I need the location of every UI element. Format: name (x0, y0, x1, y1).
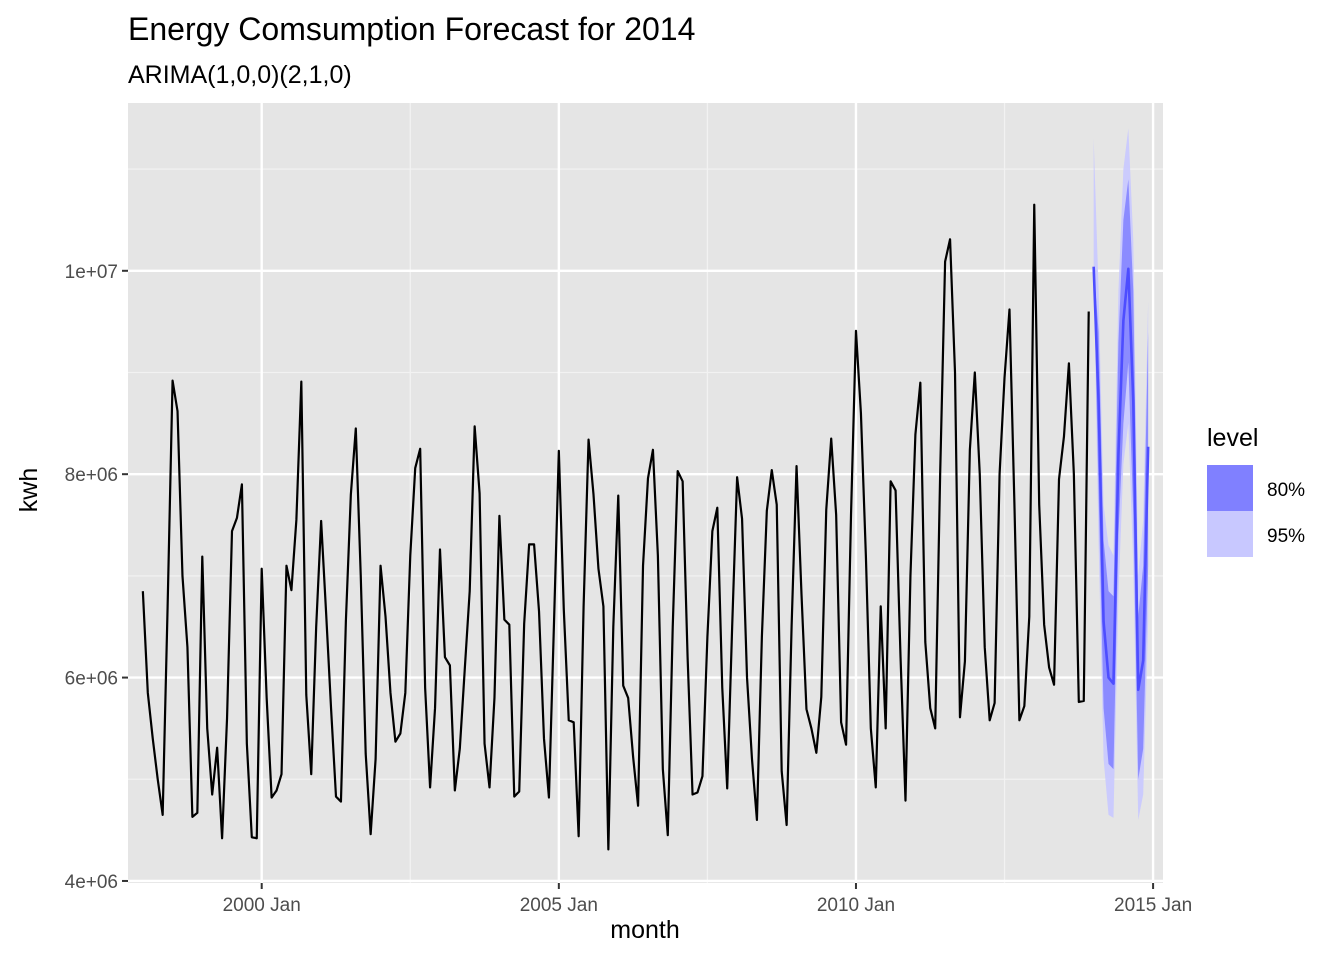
chart-title: Energy Comsumption Forecast for 2014 (128, 11, 695, 47)
y-tick-label: 8e+06 (65, 465, 118, 486)
minor-gridlines (128, 103, 1163, 883)
history-line (141, 203, 1090, 851)
axes: 2000 Jan 2005 Jan 2010 Jan 2015 Jan 4e+06 6e+… (65, 262, 1193, 916)
legend-title: level (1207, 424, 1258, 452)
y-tick-label: 6e+06 (65, 669, 118, 690)
x-tick-label: 2010 Jan (817, 895, 895, 916)
forecast-line (1092, 266, 1150, 692)
y-tick-label: 1e+07 (65, 262, 118, 283)
series-lines (141, 203, 1150, 851)
forecast-intervals (1093, 128, 1149, 820)
legend-label-95: 95% (1267, 526, 1305, 547)
interval-80-band (1093, 179, 1149, 780)
chart-subtitle: ARIMA(1,0,0)(2,1,0) (128, 61, 352, 89)
legend-label-80: 80% (1267, 480, 1305, 501)
x-axis-title: month (610, 916, 679, 944)
major-gridlines (128, 103, 1163, 883)
legend-key-80 (1207, 465, 1253, 511)
legend: level 80% 95% (1207, 424, 1305, 557)
x-tick-label: 2000 Jan (223, 895, 301, 916)
legend-key-95 (1207, 511, 1253, 557)
y-tick-label: 4e+06 (65, 872, 118, 893)
y-axis-title: kwh (15, 468, 43, 512)
x-tick-label: 2005 Jan (520, 895, 598, 916)
plot-panel (128, 103, 1163, 883)
x-tick-label: 2015 Jan (1114, 895, 1192, 916)
